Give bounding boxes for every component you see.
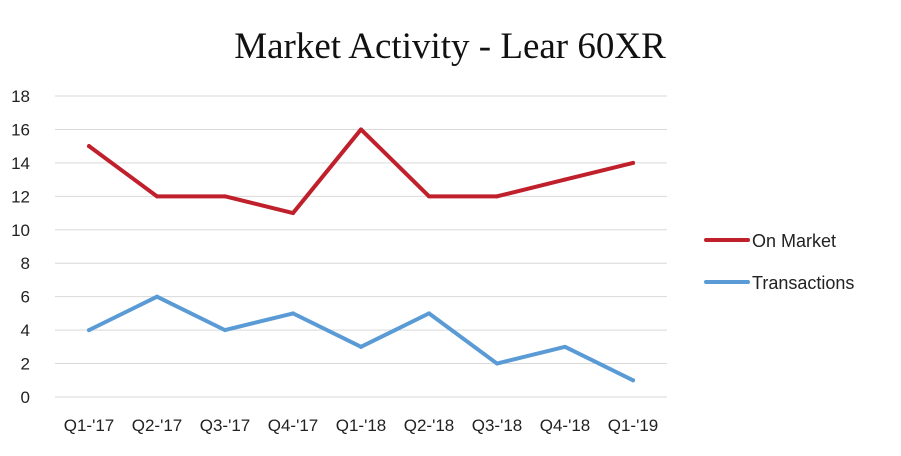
data-point-transactions bbox=[291, 311, 295, 316]
y-tick-label: 10 bbox=[11, 221, 30, 240]
data-point-on-market bbox=[155, 194, 159, 199]
series-on-market bbox=[87, 127, 635, 216]
data-point-on-market bbox=[427, 194, 431, 199]
data-point-transactions bbox=[495, 361, 499, 366]
legend-item-transactions: Transactions bbox=[704, 273, 854, 293]
series-line-on-market bbox=[87, 127, 635, 216]
data-point-transactions bbox=[223, 328, 227, 333]
data-point-on-market bbox=[631, 160, 635, 165]
legend-label-on-market: On Market bbox=[752, 231, 836, 251]
x-tick-label: Q1-'17 bbox=[64, 416, 115, 435]
data-point-on-market bbox=[495, 194, 499, 199]
legend-label-transactions: Transactions bbox=[752, 273, 854, 293]
data-point-on-market bbox=[359, 127, 363, 132]
x-tick-label: Q3-'17 bbox=[200, 416, 251, 435]
y-tick-label: 8 bbox=[21, 254, 30, 273]
y-tick-label: 18 bbox=[11, 87, 30, 106]
x-tick-label: Q4-'17 bbox=[268, 416, 319, 435]
x-tick-label: Q2-'18 bbox=[404, 416, 455, 435]
series-line-transactions bbox=[87, 294, 635, 383]
data-point-transactions bbox=[563, 344, 567, 349]
data-point-transactions bbox=[631, 378, 635, 383]
y-tick-label: 16 bbox=[11, 120, 30, 139]
series-transactions bbox=[87, 294, 635, 383]
data-point-transactions bbox=[87, 328, 91, 333]
data-point-on-market bbox=[223, 194, 227, 199]
x-tick-label: Q1-'19 bbox=[608, 416, 659, 435]
legend-item-on-market: On Market bbox=[704, 231, 836, 251]
legend: On Market Transactions bbox=[704, 231, 854, 293]
chart-title: Market Activity - Lear 60XR bbox=[234, 26, 666, 67]
data-point-on-market bbox=[563, 177, 567, 182]
y-tick-label: 14 bbox=[11, 154, 30, 173]
data-point-on-market bbox=[87, 144, 91, 149]
x-tick-label: Q1-'18 bbox=[336, 416, 387, 435]
y-tick-label: 6 bbox=[21, 288, 30, 307]
series-lines bbox=[87, 127, 635, 383]
x-tick-label: Q2-'17 bbox=[132, 416, 183, 435]
y-tick-label: 4 bbox=[21, 321, 30, 340]
data-point-transactions bbox=[427, 311, 431, 316]
data-point-transactions bbox=[155, 294, 159, 299]
x-axis-tick-labels: Q1-'17 Q2-'17 Q3-'17 Q4-'17 Q1-'18 Q2-'18 Q3-'… bbox=[64, 416, 659, 435]
y-tick-label: 0 bbox=[21, 388, 30, 407]
x-tick-label: Q4-'18 bbox=[540, 416, 591, 435]
data-point-transactions bbox=[359, 344, 363, 349]
y-axis-tick-labels: 0 2 4 6 8 10 12 14 16 18 bbox=[11, 87, 30, 407]
x-tick-label: Q3-'18 bbox=[472, 416, 523, 435]
data-point-on-market bbox=[291, 211, 295, 216]
y-tick-label: 2 bbox=[21, 355, 30, 374]
y-tick-label: 12 bbox=[11, 187, 30, 206]
